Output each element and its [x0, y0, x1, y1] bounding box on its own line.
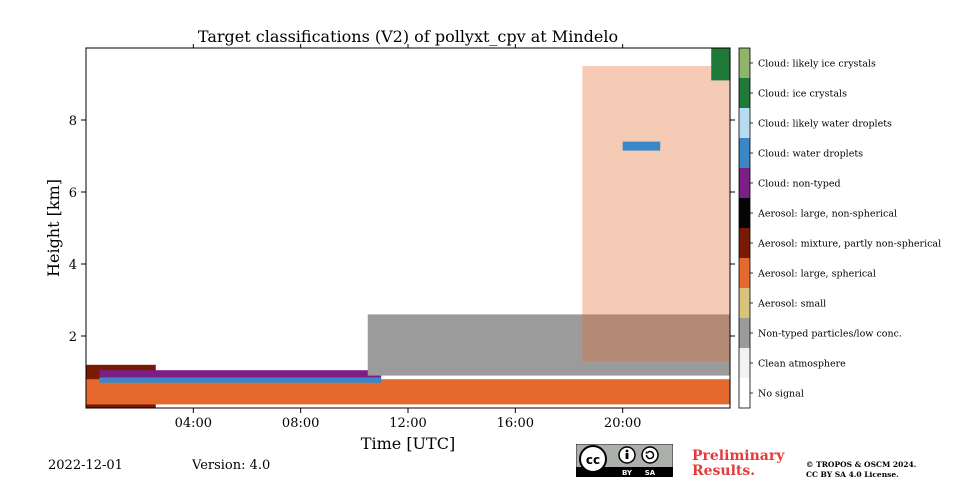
copyright-line-1: © TROPOS & OSCM 2024. — [806, 460, 917, 469]
layer-cloud-water-droplets — [622, 141, 661, 151]
colorbar-swatch — [739, 138, 750, 168]
x-tick-label: 20:00 — [604, 416, 641, 431]
x-tick-label: 04:00 — [175, 416, 212, 431]
y-tick-label: 8 — [69, 114, 77, 129]
y-axis-label: Height [km] — [44, 179, 63, 277]
cc-mark: cc — [586, 453, 600, 467]
colorbar-legend: Cloud: likely ice crystals Cloud: ice cry… — [738, 47, 941, 409]
colorbar-swatch — [739, 228, 750, 258]
colorbar-label: Aerosol: large, spherical — [757, 269, 876, 280]
x-axis-label: Time [UTC] — [361, 434, 455, 453]
cc-by-sa-icon: cc BY SA — [576, 444, 673, 477]
colorbar-swatch — [739, 318, 750, 348]
share-alike-icon — [641, 446, 659, 464]
preliminary-line-2: Results. — [692, 463, 756, 479]
colorbar-label: Aerosol: small — [757, 299, 826, 310]
colorbar-frame — [738, 47, 751, 409]
layer-aerosol-large-spherical — [86, 379, 730, 405]
version-label: Version: 4.0 — [192, 458, 271, 473]
date-label: 2022-12-01 — [48, 458, 123, 473]
y-tick-label: 6 — [69, 186, 77, 201]
chart-title: Target classifications (V2) of pollyxt_c… — [198, 27, 618, 46]
sa-mark: SA — [645, 469, 656, 477]
y-tick-label: 2 — [69, 330, 77, 345]
layer-cloud-water-droplets — [99, 377, 382, 383]
colorbar-label: No signal — [758, 389, 804, 400]
y-tick-label: 4 — [69, 258, 77, 273]
plot-area — [86, 48, 730, 408]
colorbar-swatch — [739, 48, 750, 78]
colorbar-swatch — [739, 378, 750, 408]
colorbar-swatch — [739, 168, 750, 198]
x-tick-label: 12:00 — [389, 416, 426, 431]
colorbar-label: Clean atmosphere — [758, 359, 846, 370]
colorbar-label: Cloud: water droplets — [758, 149, 863, 160]
colorbar-label: Aerosol: large, non-spherical — [757, 209, 897, 220]
x-tick-label: 08:00 — [282, 416, 319, 431]
copyright-notice: © TROPOS & OSCM 2024. CC BY SA 4.0 Licen… — [806, 460, 916, 480]
colorbar-swatch — [739, 288, 750, 318]
colorbar-label: Non-typed particles/low conc. — [758, 329, 902, 340]
colorbar-label: Cloud: likely water droplets — [758, 119, 892, 130]
colorbar-label: Cloud: ice crystals — [758, 89, 847, 100]
by-mark: BY — [622, 469, 633, 477]
layer-non-typed-particles-low-conc — [367, 314, 730, 376]
colorbar-label: Cloud: non-typed — [758, 179, 841, 190]
copyright-line-2: CC BY SA 4.0 License. — [806, 470, 899, 479]
layer-cloud-ice-crystals — [711, 48, 730, 81]
colorbar-swatch — [739, 108, 750, 138]
preliminary-line-1: Preliminary — [692, 448, 785, 464]
x-tick-label: 16:00 — [497, 416, 534, 431]
x-axis: 04:00 08:00 12:00 16:00 20:00 — [175, 44, 641, 431]
preliminary-results-label: Preliminary Results. — [692, 449, 784, 479]
colorbar-label: Cloud: likely ice crystals — [758, 59, 876, 70]
y-axis: 2 4 6 8 — [69, 114, 735, 345]
colorbar-swatch — [739, 258, 750, 288]
layer-aerosol-large-spherical — [582, 66, 730, 362]
colorbar-swatch — [739, 348, 750, 378]
layer-cloud-non-typed — [99, 370, 382, 380]
colorbar-swatch — [739, 78, 750, 108]
colorbar-swatch — [739, 198, 750, 228]
colorbar-label: Aerosol: mixture, partly non-spherical — [757, 239, 941, 250]
